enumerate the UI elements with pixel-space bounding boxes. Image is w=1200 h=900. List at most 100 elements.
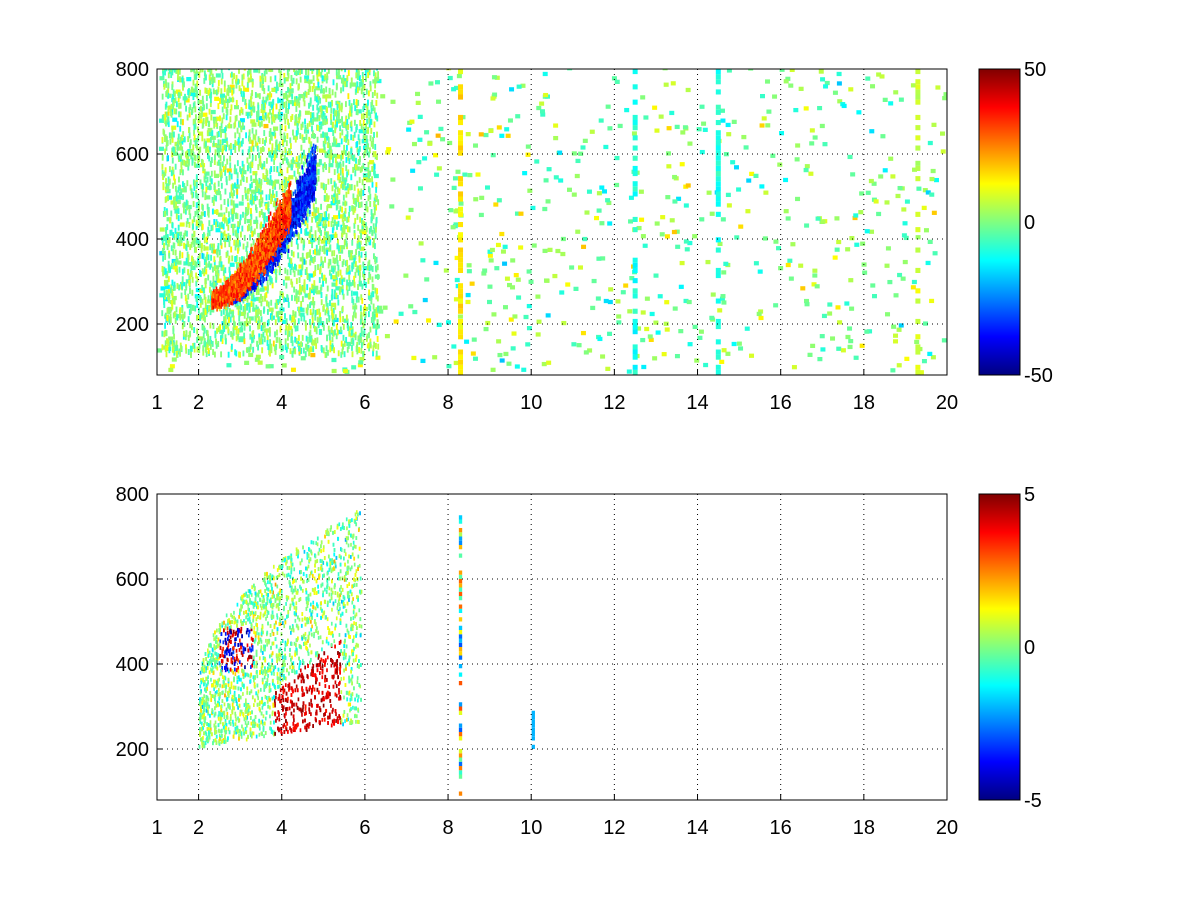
heatmap-cell: [518, 211, 524, 216]
heatmap-cell: [297, 296, 300, 303]
heatmap-cell: [347, 154, 350, 161]
heatmap-cell: [596, 208, 602, 213]
heatmap-cell: [238, 351, 240, 358]
heatmap-cell: [172, 182, 175, 189]
heatmap-cell: [301, 252, 304, 259]
heatmap-cell: [299, 76, 302, 83]
heatmap-cell: [192, 118, 195, 125]
heatmap-cell: [351, 365, 357, 370]
heatmap-cell: [880, 134, 886, 139]
heatmap-cell: [915, 235, 921, 240]
heatmap-cell: [314, 314, 317, 321]
heatmap-cell: [254, 315, 257, 322]
heatmap-cell: [219, 222, 221, 229]
heatmap-cell: [174, 227, 177, 234]
heatmap-cell: [204, 346, 207, 353]
heatmap-cell: [314, 144, 317, 149]
heatmap-cell: [348, 279, 351, 286]
heatmap-cell: [228, 312, 231, 319]
heatmap-cell: [897, 272, 903, 278]
heatmap-cell: [320, 182, 323, 189]
heatmap-cell: [417, 137, 423, 142]
heatmap-cell: [269, 179, 271, 186]
heatmap-cell: [314, 95, 317, 102]
heatmap-cell: [213, 117, 215, 124]
heatmap-cell: [229, 155, 232, 162]
heatmap-cell: [248, 69, 250, 75]
heatmap-cell: [236, 178, 239, 185]
heatmap-cell: [373, 173, 379, 179]
heatmap-cell: [299, 269, 302, 276]
heatmap-cell: [335, 279, 338, 286]
heatmap-cell: [350, 338, 353, 345]
heatmap-cell: [241, 149, 244, 156]
heatmap-cell: [678, 284, 684, 289]
heatmap-cell: [353, 257, 356, 264]
heatmap-cell: [190, 153, 193, 160]
heatmap-cell: [249, 333, 252, 340]
heatmap-cell: [197, 307, 200, 314]
heatmap-cell: [664, 327, 670, 332]
heatmap-cell: [184, 160, 187, 167]
heatmap-cell: [212, 286, 215, 293]
heatmap-cell: [295, 78, 298, 85]
heatmap-cell: [259, 277, 262, 282]
heatmap-cell: [368, 69, 371, 71]
heatmap-cell: [483, 326, 489, 332]
heatmap-cell: [327, 127, 333, 132]
heatmap-cell: [173, 281, 176, 288]
heatmap-cell: [194, 260, 197, 267]
heatmap-cell: [193, 230, 196, 237]
heatmap-cell: [183, 321, 186, 327]
heatmap-cell: [227, 224, 230, 231]
heatmap-cell: [876, 72, 882, 77]
heatmap-cell: [252, 105, 255, 112]
heatmap-cell: [352, 135, 355, 141]
heatmap-cell: [547, 247, 553, 253]
heatmap-cell: [322, 131, 324, 138]
heatmap-cell: [185, 105, 188, 112]
heatmap-cell: [194, 305, 197, 312]
heatmap-cell: [178, 192, 181, 199]
heatmap-cell: [298, 289, 301, 296]
heatmap-cell: [490, 96, 496, 101]
heatmap-cell: [187, 349, 190, 355]
heatmap-cell: [339, 132, 342, 139]
heatmap-cell: [225, 304, 228, 311]
heatmap-cell: [333, 219, 336, 226]
heatmap-cell: [213, 218, 216, 225]
heatmap-cell: [246, 112, 249, 119]
heatmap-cell: [542, 248, 548, 254]
heatmap-cell: [357, 284, 359, 290]
heatmap-cell: [359, 265, 361, 271]
heatmap-cell: [205, 186, 208, 193]
heatmap-cell: [326, 285, 329, 292]
heatmap-cell: [258, 319, 261, 326]
heatmap-cell: [303, 315, 306, 322]
heatmap-cell: [334, 183, 337, 190]
heatmap-cell: [393, 319, 399, 324]
heatmap-cell: [309, 318, 311, 325]
heatmap-cell: [258, 296, 261, 303]
heatmap-cell: [182, 131, 185, 138]
heatmap-cell: [264, 295, 266, 302]
heatmap-cell: [224, 145, 227, 152]
heatmap-cell: [337, 270, 340, 277]
heatmap-cell: [327, 310, 330, 317]
heatmap-cell: [342, 74, 345, 81]
heatmap-cell: [252, 346, 255, 353]
heatmap-cell: [509, 87, 515, 92]
heatmap-cell: [848, 87, 854, 92]
heatmap-cell: [357, 134, 360, 141]
heatmap-cell: [196, 346, 199, 353]
heatmap-cell: [312, 284, 314, 291]
heatmap-cell: [228, 271, 231, 278]
heatmap-cell: [487, 284, 493, 289]
heatmap-cell: [176, 260, 182, 265]
heatmap-cell: [246, 312, 249, 319]
heatmap-cell: [179, 250, 181, 257]
heatmap-cell: [276, 311, 279, 318]
heatmap-cell: [172, 249, 175, 256]
heatmap-cell: [470, 351, 476, 356]
heatmap-cell: [363, 212, 366, 219]
